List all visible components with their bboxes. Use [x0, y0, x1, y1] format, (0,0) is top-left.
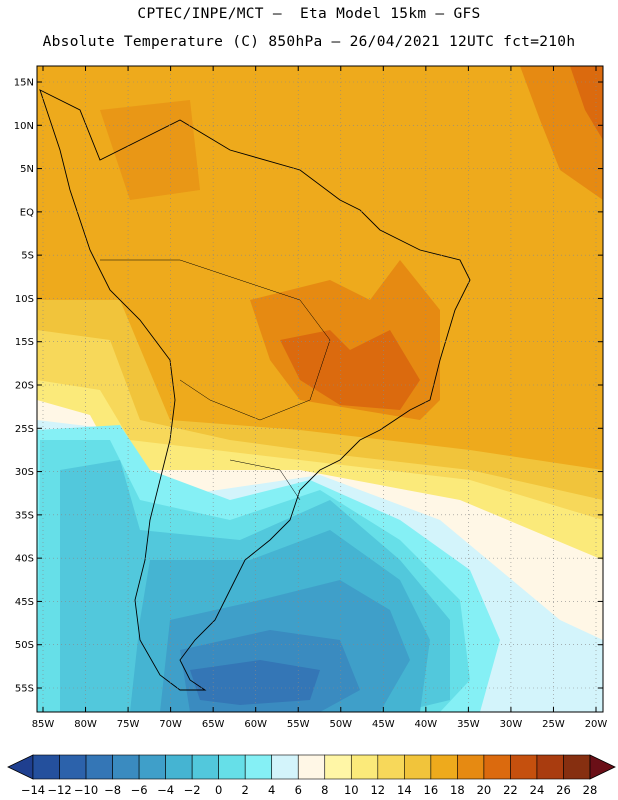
colorbar-swatch — [483, 754, 511, 780]
colorbar-label: 20 — [477, 783, 492, 797]
colorbar-label: 16 — [424, 783, 439, 797]
lon-label: 20W — [585, 719, 608, 730]
colorbar-swatch — [244, 754, 273, 780]
colorbar-swatch — [404, 754, 432, 780]
colorbar-swatch — [85, 754, 113, 780]
lon-label: 50W — [329, 719, 352, 730]
colorbar-swatch — [32, 754, 60, 780]
lat-label: 50S — [15, 640, 34, 651]
lon-label: 40W — [415, 719, 438, 730]
colorbar-swatch — [324, 754, 352, 780]
lon-label: 65W — [202, 719, 225, 730]
lon-label: 35W — [457, 719, 480, 730]
colorbar-labels: −14 −12 −10 −8 −6 −4 −2 0 2 4 6 8 10 12 14 16 18 20 22 24 26… — [21, 783, 597, 797]
colorbar-label: 24 — [530, 783, 545, 797]
colorbar-arrow-right — [589, 754, 616, 780]
colorbar-label: 18 — [450, 783, 465, 797]
lon-label: 80W — [74, 719, 97, 730]
lat-label: 35S — [15, 510, 34, 521]
colorbar — [7, 754, 616, 780]
lon-label: 75W — [117, 719, 140, 730]
lat-label: 5S — [21, 251, 34, 262]
colorbar-label: 14 — [397, 783, 412, 797]
lat-label: 15N — [14, 78, 34, 89]
lat-label: 10S — [15, 294, 34, 305]
temperature-field — [37, 66, 603, 712]
colorbar-swatch — [536, 754, 564, 780]
coastline — [39, 89, 471, 691]
lat-label: 40S — [15, 554, 34, 565]
colorbar-label: 10 — [344, 783, 359, 797]
colorbar-swatch — [297, 754, 326, 780]
lon-label: 55W — [287, 719, 310, 730]
lon-label: 30W — [500, 719, 523, 730]
colorbar-swatch — [165, 754, 193, 780]
lat-label: 45S — [15, 597, 34, 608]
chart-title: CPTEC/INPE/MCT – Eta Model 15km – GFS — [137, 6, 481, 22]
colorbar-label: −10 — [74, 783, 98, 797]
colorbar-arrow-left — [7, 754, 34, 780]
colorbar-label: −12 — [47, 783, 71, 797]
colorbar-swatch — [350, 754, 379, 780]
latitude-labels: 15N 10N 5N EQ 5S 10S 15S 20S 25S 30S 35S 40S 45S 50S 5… — [14, 78, 603, 695]
colorbar-label: 0 — [215, 783, 222, 797]
lon-label: 45W — [372, 719, 395, 730]
colorbar-swatch — [218, 754, 246, 780]
colorbar-label: 2 — [242, 783, 249, 797]
lat-label: 55S — [15, 684, 34, 695]
lon-label: 60W — [244, 719, 267, 730]
colorbar-swatch — [191, 754, 219, 780]
colorbar-label: −2 — [184, 783, 201, 797]
lon-label: 85W — [32, 719, 55, 730]
lat-label: 20S — [15, 381, 34, 392]
colorbar-label: 8 — [321, 783, 328, 797]
colorbar-label: −4 — [157, 783, 174, 797]
chart-subtitle: Absolute Temperature (C) 850hPa – 26/04/… — [42, 34, 576, 50]
colorbar-label: −8 — [104, 783, 121, 797]
map-frame — [36, 65, 604, 713]
colorbar-swatch — [457, 754, 485, 780]
colorbar-swatch — [510, 754, 538, 780]
colorbar-swatch — [377, 754, 405, 780]
lat-label: 25S — [15, 424, 34, 435]
lat-label: 5N — [20, 164, 34, 175]
colorbar-label: 4 — [268, 783, 275, 797]
lat-label: EQ — [20, 207, 34, 218]
lon-label: 25W — [542, 719, 565, 730]
colorbar-label: 22 — [503, 783, 518, 797]
colorbar-swatch — [563, 754, 591, 780]
colorbar-swatch — [430, 754, 458, 780]
colorbar-label: 26 — [556, 783, 571, 797]
lat-label: 30S — [15, 467, 34, 478]
lat-label: 15S — [15, 337, 34, 348]
colorbar-swatch — [271, 754, 299, 780]
colorbar-label: −14 — [21, 783, 45, 797]
colorbar-label: 28 — [583, 783, 598, 797]
lat-label: 10N — [14, 121, 34, 132]
colorbar-swatch — [112, 754, 140, 780]
colorbar-label: −6 — [131, 783, 148, 797]
longitude-labels: 85W 80W 75W 70W 65W 60W 55W 50W 45W 40W 35W 30W 25W 2… — [32, 66, 608, 730]
colorbar-label: 12 — [370, 783, 385, 797]
colorbar-swatch — [59, 754, 87, 780]
lon-label: 70W — [159, 719, 182, 730]
colorbar-label: 6 — [295, 783, 302, 797]
colorbar-swatch — [138, 754, 166, 780]
